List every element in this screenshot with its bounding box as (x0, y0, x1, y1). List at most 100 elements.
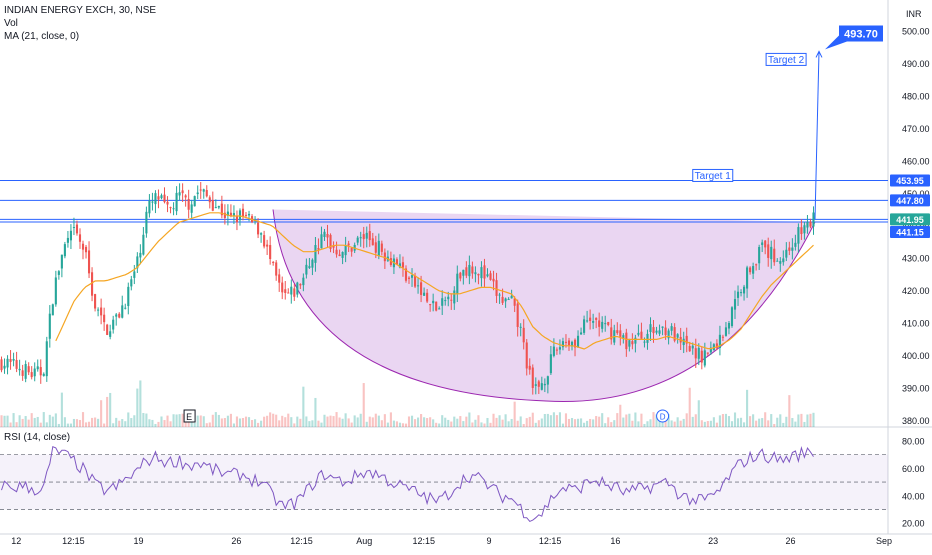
volume-bar (254, 419, 257, 427)
volume-bar (193, 422, 196, 427)
candle-body (806, 222, 809, 228)
volume-bar (63, 417, 66, 427)
candle-body (260, 233, 263, 235)
candle-body (444, 300, 447, 302)
volume-bar (670, 420, 673, 427)
candle-body (196, 192, 199, 195)
candle-body (564, 341, 568, 343)
volume-bar (217, 414, 220, 427)
candle-body (383, 252, 386, 262)
candle-body (299, 283, 302, 286)
candle-body (782, 258, 785, 263)
volume-bar (507, 421, 510, 427)
candle-body (706, 352, 709, 354)
volume-bar (332, 416, 335, 427)
candle-body (601, 321, 604, 329)
candle-body (290, 286, 293, 295)
volume-bar (462, 421, 465, 427)
volume-bar (305, 416, 308, 427)
candle-body (688, 346, 691, 352)
symbol-title[interactable]: INDIAN ENERGY EXCH, 30, NSE (4, 5, 157, 16)
candle-body (311, 259, 314, 268)
volume-bar (438, 423, 441, 427)
candle-body (694, 348, 697, 359)
volume-bar (480, 422, 483, 427)
candle-body (773, 248, 776, 263)
volume-bar (275, 414, 278, 427)
candle-body (362, 234, 365, 240)
candle-body (178, 192, 181, 196)
volume-bar (791, 418, 794, 427)
volume-bar (263, 416, 266, 427)
volume-bar (655, 414, 658, 427)
volume-bar (290, 417, 293, 427)
volume-bar (743, 422, 746, 427)
candle-body (193, 196, 196, 207)
candle-body (57, 271, 60, 275)
candle-body (567, 340, 571, 346)
volume-bar (761, 418, 764, 427)
volume-bar (736, 418, 740, 427)
candle-body (395, 259, 398, 265)
candle-body (30, 372, 33, 378)
candle-body (558, 347, 561, 350)
volume-bar (317, 420, 320, 427)
volume-bar (746, 389, 749, 427)
earnings-marker (183, 409, 196, 423)
volume-bar (257, 422, 260, 427)
candle-body (323, 231, 326, 237)
volume-bar (42, 412, 45, 427)
volume-bar (770, 414, 773, 427)
candle-body (160, 195, 163, 199)
volume-bar (380, 420, 383, 427)
volume-bar (211, 414, 214, 427)
candle-body (634, 337, 637, 344)
candle-body (338, 254, 341, 257)
horizontal-levels[interactable] (0, 179, 888, 223)
volume-bar (543, 413, 546, 427)
rsi-legend[interactable]: RSI (14, close) (4, 432, 71, 443)
candle-body (18, 368, 21, 371)
volume-bar (69, 423, 72, 427)
rsi-tick: 20.00 (902, 519, 925, 529)
candle-body (244, 214, 248, 216)
volume-bar (727, 416, 731, 427)
volume-bar (57, 423, 60, 427)
volume-bar (33, 417, 36, 427)
candle-body (586, 320, 589, 322)
candle-body (103, 314, 106, 323)
annotations[interactable]: E D Target 1 Target 2 493.70 (183, 25, 883, 423)
ma-legend[interactable]: MA (21, close, 0) (4, 31, 80, 42)
candle-body (284, 289, 287, 293)
volume-legend[interactable]: Vol (4, 18, 18, 29)
candle-body (682, 338, 685, 346)
candle-body (63, 244, 66, 257)
volume-bar (779, 414, 782, 427)
volume-bar (613, 420, 616, 427)
time-tick: 12 (11, 536, 21, 546)
price-tick: 450.00 (902, 189, 930, 199)
candle-body (344, 245, 347, 256)
candle-body (139, 252, 142, 258)
volume-bar (250, 419, 254, 427)
candle-body (531, 367, 534, 388)
price-tick: 390.00 (902, 384, 930, 394)
volume-bar (528, 416, 531, 427)
candle-body (489, 273, 492, 280)
volume-bar (103, 423, 106, 427)
candle-body (181, 190, 184, 194)
candle-body (133, 271, 136, 278)
candle-body (6, 358, 9, 368)
volume-bar (94, 417, 97, 427)
volume-bar (247, 417, 251, 427)
cup-fill (273, 209, 815, 402)
candle-body (106, 324, 109, 335)
volume-bar (109, 392, 112, 427)
candle-body (368, 231, 371, 241)
candle-body (453, 290, 456, 304)
volume-bar (214, 412, 217, 427)
candle-body (676, 334, 679, 338)
candle-body (755, 264, 758, 266)
candle-body (607, 322, 610, 326)
